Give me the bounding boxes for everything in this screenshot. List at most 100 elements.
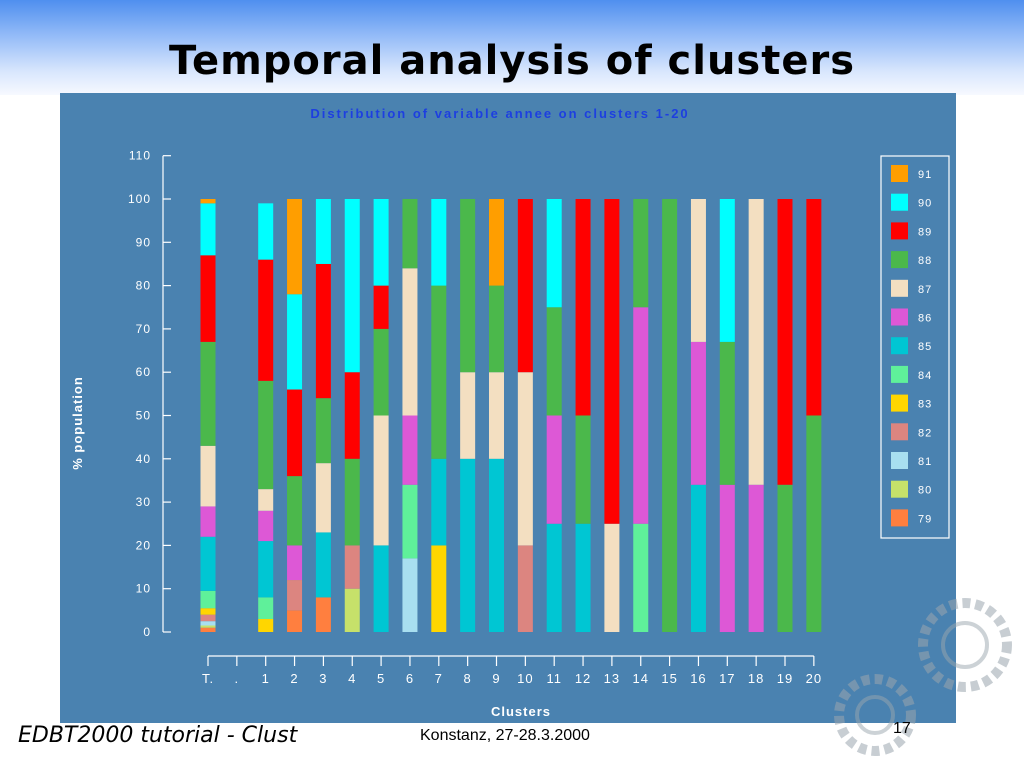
bar-segment-86 — [546, 415, 562, 524]
chart-panel: Distribution of variable annee on cluste… — [60, 93, 956, 723]
bar-segment-88 — [402, 199, 418, 269]
legend-swatch-86 — [891, 308, 908, 326]
bar-segment-89 — [806, 199, 822, 416]
y-tick-label: 100 — [128, 192, 151, 206]
bar-segment-80 — [344, 588, 360, 632]
x-tick-label: 14 — [633, 671, 649, 686]
x-tick-label: 7 — [435, 671, 443, 686]
bar-segment-85 — [690, 484, 706, 632]
legend-label: 79 — [918, 513, 932, 525]
y-tick-label: 70 — [136, 322, 151, 336]
bar-segment-85 — [546, 523, 562, 632]
x-tick-label: 5 — [377, 671, 385, 686]
y-tick-label: 50 — [136, 409, 151, 423]
x-tick-label: 17 — [719, 671, 735, 686]
page-number: 17 — [893, 720, 911, 737]
bar-segment-85 — [315, 532, 331, 598]
bar-segment-86 — [402, 415, 418, 485]
legend-swatch-81 — [891, 452, 908, 469]
bar-segment-88 — [806, 415, 822, 632]
legend-swatch-82 — [891, 423, 908, 441]
bar-segment-87 — [489, 372, 504, 459]
x-tick-label: T. — [202, 671, 214, 686]
y-tick-label: 90 — [136, 235, 151, 249]
y-tick-label: 10 — [136, 582, 151, 596]
legend-label: 88 — [918, 255, 932, 267]
bar-segment-85 — [200, 536, 216, 591]
legend-label: 80 — [918, 485, 932, 497]
bar-segment-87 — [402, 268, 418, 416]
bar-segment-91 — [200, 199, 216, 204]
bar-segment-89 — [604, 199, 620, 524]
bar-segment-83 — [258, 619, 274, 632]
legend-swatch-88 — [891, 251, 908, 269]
x-tick-label: 4 — [348, 671, 356, 686]
gear-logo — [834, 598, 1012, 756]
x-tick-label: 1 — [262, 671, 270, 686]
x-tick-label: 16 — [690, 671, 706, 686]
legend-swatch-91 — [891, 165, 908, 182]
bar-segment-87 — [690, 199, 706, 342]
legend-swatch-89 — [891, 222, 908, 240]
legend: 91 90 89 88 87 86 85 84 83 82 81 80 79 — [880, 155, 950, 539]
y-tick-label: 30 — [136, 495, 151, 509]
legend-swatch-87 — [891, 279, 908, 297]
legend-swatch-84 — [891, 365, 908, 383]
bar-segment-87 — [604, 523, 620, 632]
x-tick-label: . — [235, 671, 240, 686]
bar-segment-89 — [344, 372, 360, 459]
legend-label: 91 — [918, 169, 932, 181]
y-axis-label: % population — [70, 376, 85, 470]
bar-segment-88 — [777, 484, 793, 632]
bar-segment-87 — [373, 415, 389, 546]
stacked-bar-chart: Distribution of variable annee on cluste… — [70, 106, 950, 719]
y-tick-label: 110 — [129, 149, 151, 163]
bar-segment-84 — [200, 590, 216, 609]
bar-segment-84 — [633, 523, 649, 632]
chart-title: Distribution of variable annee on cluste… — [310, 106, 689, 121]
bar-segment-83 — [431, 545, 447, 632]
bar-segment-88 — [633, 199, 649, 308]
bar-segment-82 — [517, 545, 533, 632]
legend-box — [880, 155, 950, 539]
bar-segment-86 — [287, 545, 303, 581]
bar-segment-81 — [402, 558, 418, 632]
bar-segment-90 — [287, 294, 303, 390]
bar-segment-89 — [200, 255, 216, 342]
legend-label: 84 — [918, 370, 932, 382]
footer-course-title: EDBT2000 tutorial - Clust — [18, 723, 298, 748]
bar-segment-85 — [431, 458, 447, 546]
footer-location-date: Konstanz, 27-28.3.2000 — [420, 727, 590, 744]
x-tick-label: 15 — [661, 671, 677, 686]
legend-label: 89 — [918, 226, 932, 238]
bar-segment-88 — [344, 458, 360, 546]
legend-swatch-80 — [891, 480, 908, 498]
bar-segment-85 — [575, 523, 591, 632]
x-tick-label: 12 — [575, 671, 591, 686]
x-tick-label: 13 — [604, 671, 620, 686]
y-tick-label: 40 — [136, 452, 151, 466]
bar-segment-86 — [633, 307, 649, 524]
bar-segment-89 — [575, 199, 591, 416]
bar-segment-88 — [719, 341, 735, 485]
bar-segment-81 — [200, 621, 216, 626]
x-tick-label: 8 — [464, 671, 472, 686]
bar-segment-79 — [287, 610, 303, 632]
bar-segment-88 — [373, 328, 389, 416]
x-tick-label: 10 — [517, 671, 533, 686]
legend-swatch-90 — [891, 193, 908, 211]
bar-segment-88 — [287, 476, 303, 546]
bar-segment-91 — [287, 199, 303, 295]
x-axis-label: Clusters — [491, 704, 551, 719]
legend-swatch-83 — [891, 394, 908, 412]
bar-segment-89 — [777, 199, 793, 485]
legend-swatch-85 — [891, 337, 908, 355]
bar-segment-89 — [315, 263, 331, 399]
legend-label: 83 — [918, 399, 932, 411]
bar-segment-86 — [748, 484, 764, 632]
bar-segment-85 — [373, 545, 389, 632]
bar-segment-83 — [200, 608, 216, 615]
bar-segment-88 — [258, 380, 274, 490]
bar-segment-80 — [200, 625, 216, 628]
x-tick-label: 2 — [290, 671, 298, 686]
